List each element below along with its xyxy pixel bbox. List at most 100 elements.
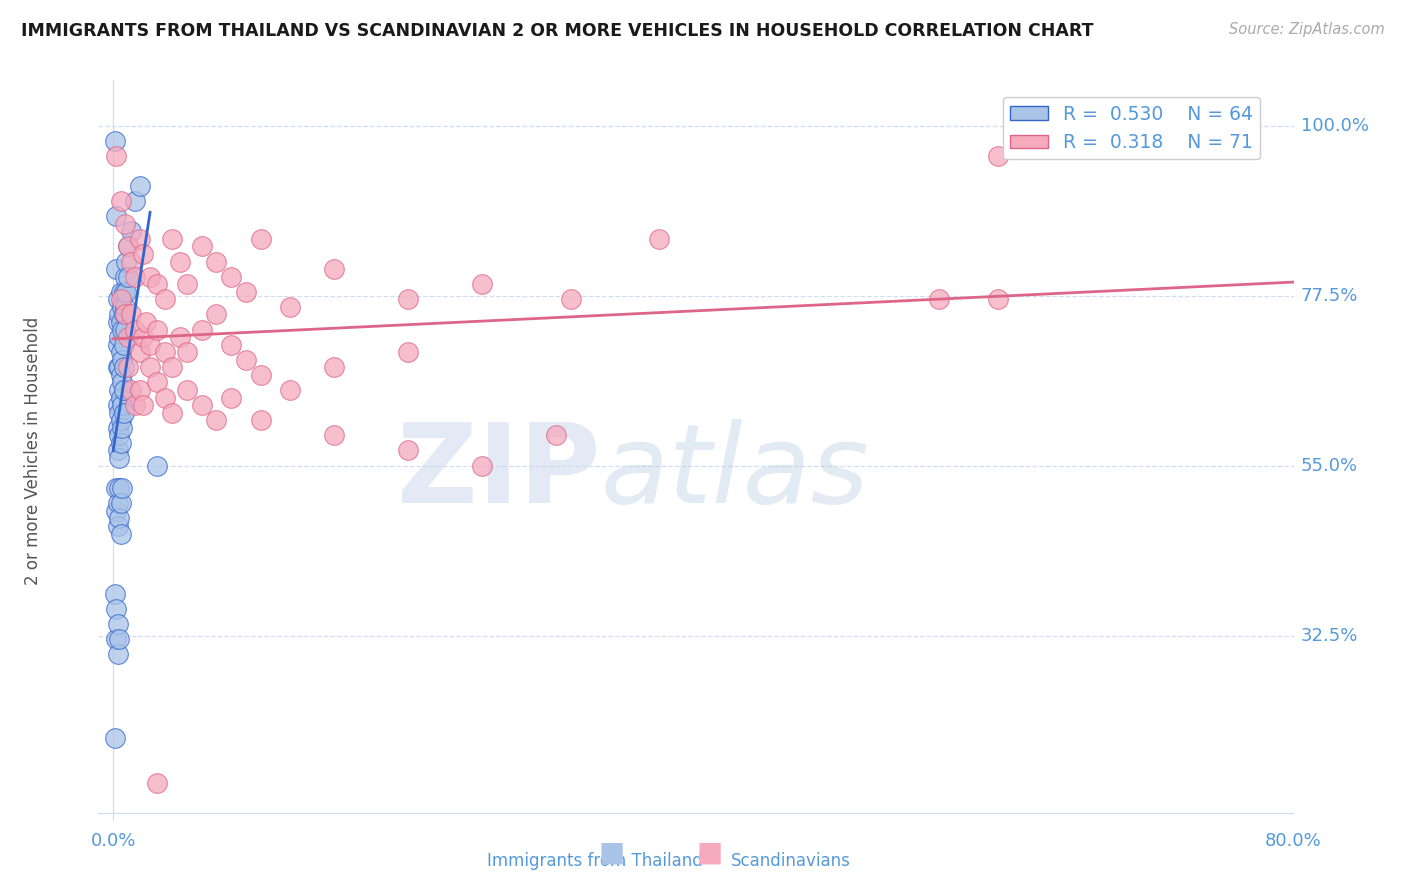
Point: [115, 254, 138, 268]
Point: [544, 428, 567, 442]
Point: [176, 383, 198, 397]
Point: [107, 421, 129, 435]
Point: [117, 330, 139, 344]
Point: [108, 308, 131, 322]
Point: [114, 300, 136, 314]
Point: [104, 587, 127, 601]
Point: [219, 391, 242, 405]
Point: [190, 239, 212, 253]
Point: [139, 360, 162, 375]
Point: [560, 293, 582, 307]
Point: [323, 428, 346, 442]
Text: 80.0%: 80.0%: [1265, 832, 1322, 850]
Point: [105, 149, 128, 163]
Point: [987, 293, 1010, 307]
Point: [176, 345, 198, 359]
Point: [108, 632, 131, 647]
Point: [131, 247, 153, 261]
Point: [323, 360, 346, 375]
Point: [110, 194, 132, 209]
Point: [117, 239, 139, 253]
Point: [139, 269, 162, 284]
Point: [120, 254, 142, 268]
Point: [110, 496, 132, 510]
Point: [120, 308, 142, 322]
Point: [111, 352, 134, 367]
Point: [205, 413, 228, 427]
Point: [107, 315, 129, 329]
Point: [128, 383, 150, 397]
Point: [153, 293, 176, 307]
Point: [153, 345, 176, 359]
Point: [108, 406, 131, 420]
Point: [128, 179, 150, 194]
Point: [107, 443, 129, 458]
Point: [111, 322, 134, 336]
Point: [219, 337, 242, 351]
Text: Immigrants from Thailand: Immigrants from Thailand: [488, 852, 703, 870]
Point: [104, 134, 127, 148]
Point: [108, 330, 131, 344]
Point: [146, 277, 169, 292]
Point: [128, 232, 150, 246]
Point: [146, 776, 169, 790]
Text: Scandinavians: Scandinavians: [731, 852, 851, 870]
Point: [648, 232, 671, 246]
Point: [249, 368, 271, 382]
Point: [107, 360, 129, 375]
Point: [110, 368, 132, 382]
Point: [928, 293, 950, 307]
Point: [205, 254, 228, 268]
Point: [105, 481, 128, 495]
Text: ■: ■: [599, 839, 624, 867]
Point: [111, 481, 134, 495]
Point: [112, 337, 135, 351]
Point: [114, 308, 136, 322]
Point: [117, 360, 139, 375]
Point: [471, 458, 494, 473]
Point: [131, 330, 153, 344]
Point: [110, 285, 132, 299]
Legend: R =  0.530    N = 64, R =  0.318    N = 71: R = 0.530 N = 64, R = 0.318 N = 71: [1002, 97, 1260, 160]
Point: [235, 352, 257, 367]
Point: [219, 269, 242, 284]
Point: [278, 300, 301, 314]
Point: [131, 398, 153, 412]
Point: [112, 383, 135, 397]
Point: [471, 277, 494, 292]
Point: [396, 345, 419, 359]
Point: [124, 194, 146, 209]
Point: [160, 406, 183, 420]
Text: IMMIGRANTS FROM THAILAND VS SCANDINAVIAN 2 OR MORE VEHICLES IN HOUSEHOLD CORRELA: IMMIGRANTS FROM THAILAND VS SCANDINAVIAN…: [21, 22, 1094, 40]
Point: [396, 293, 419, 307]
Text: atlas: atlas: [600, 419, 869, 526]
Point: [107, 293, 129, 307]
Text: ZIP: ZIP: [396, 419, 600, 526]
Point: [249, 232, 271, 246]
Text: ■: ■: [697, 839, 723, 867]
Point: [110, 391, 132, 405]
Point: [190, 398, 212, 412]
Point: [124, 322, 146, 336]
Point: [146, 322, 169, 336]
Point: [112, 285, 135, 299]
Point: [111, 376, 134, 390]
Text: 100.0%: 100.0%: [1301, 117, 1369, 135]
Point: [107, 496, 129, 510]
Point: [104, 731, 127, 745]
Point: [235, 285, 257, 299]
Point: [249, 413, 271, 427]
Point: [114, 322, 136, 336]
Point: [114, 269, 136, 284]
Point: [153, 391, 176, 405]
Point: [120, 224, 142, 238]
Point: [107, 398, 129, 412]
Point: [160, 360, 183, 375]
Point: [111, 300, 134, 314]
Text: 55.0%: 55.0%: [1301, 457, 1358, 475]
Point: [120, 383, 142, 397]
Point: [124, 269, 146, 284]
Point: [112, 406, 135, 420]
Point: [111, 398, 134, 412]
Point: [169, 254, 191, 268]
